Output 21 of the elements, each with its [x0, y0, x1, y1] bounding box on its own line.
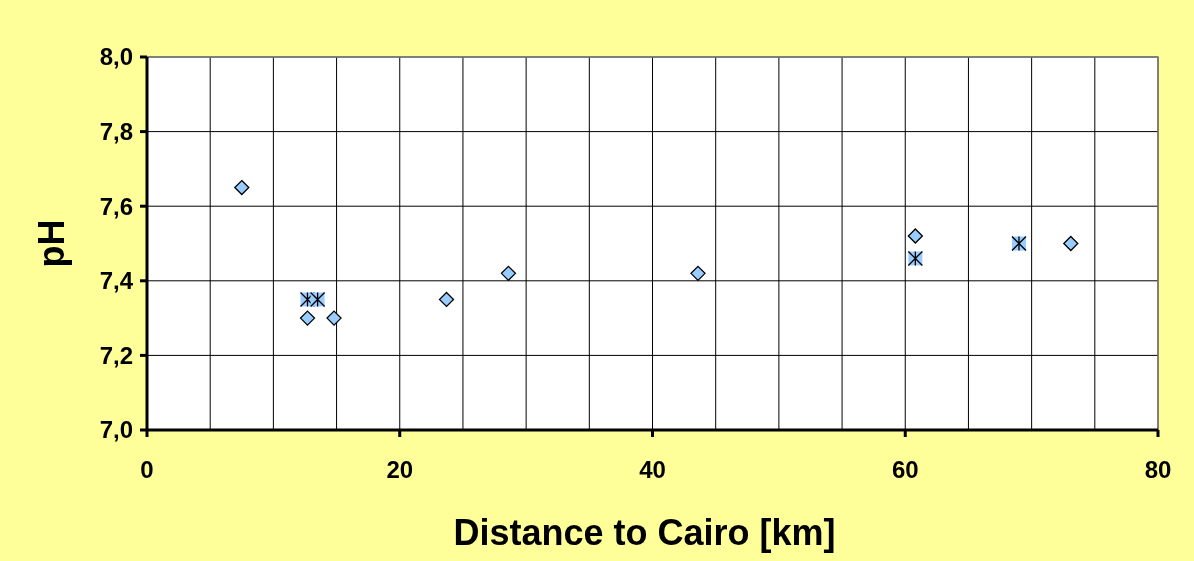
x-tick-label: 60: [891, 456, 919, 483]
x-tick-label: 80: [1144, 456, 1172, 483]
y-tick-label: 7,2: [99, 341, 133, 369]
x-tick-label: 0: [140, 456, 154, 483]
y-tick-label: 7,0: [99, 416, 133, 444]
y-axis-title: pH: [31, 219, 72, 268]
point: [907, 228, 924, 244]
y-tick-label: 8,0: [99, 43, 133, 71]
x-tick-label: 20: [386, 456, 414, 483]
y-tick-label: 7,8: [99, 118, 133, 145]
y-tick-label: 7,4: [99, 267, 134, 295]
y-tick-label: 7,6: [99, 192, 133, 220]
point: [438, 291, 455, 308]
point: [1063, 235, 1079, 252]
point: [500, 265, 517, 281]
x-tick-label: 40: [639, 456, 666, 483]
point: [326, 310, 342, 326]
x-axis-title: Distance to Cairo [km]: [453, 512, 836, 553]
point: [299, 310, 316, 326]
point: [690, 265, 706, 281]
point: [234, 179, 250, 196]
